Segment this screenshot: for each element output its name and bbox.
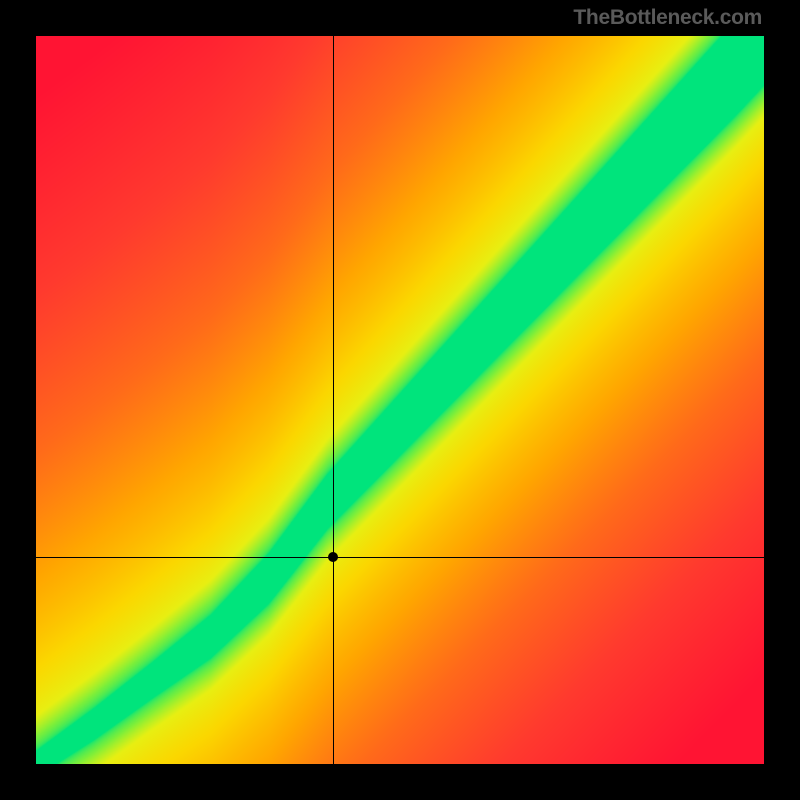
watermark-text: TheBottleneck.com <box>573 6 762 30</box>
heatmap-canvas <box>36 36 764 764</box>
bottleneck-heatmap <box>36 36 764 764</box>
crosshair-vertical <box>333 36 334 764</box>
crosshair-marker <box>328 552 338 562</box>
crosshair-horizontal <box>36 557 764 558</box>
